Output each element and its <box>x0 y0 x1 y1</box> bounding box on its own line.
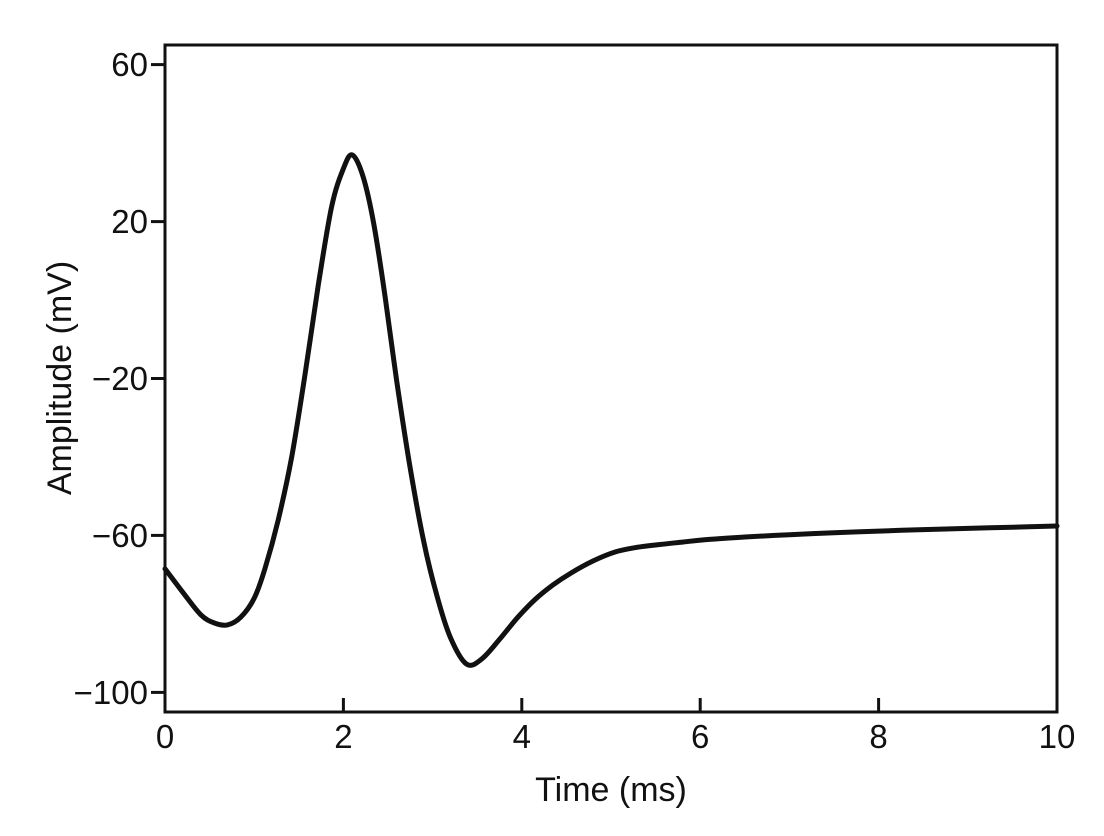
y-tick-label: −60 <box>92 517 148 554</box>
y-tick-label: −20 <box>92 360 148 397</box>
y-axis-ticks <box>151 63 165 694</box>
y-tick-label: 60 <box>111 46 148 83</box>
y-axis-title: Amplitude (mV) <box>41 261 79 495</box>
y-tick-label: −100 <box>74 674 148 711</box>
waveform-line <box>162 152 1060 668</box>
x-tick-label: 8 <box>869 718 887 755</box>
x-axis-ticks <box>163 698 1059 712</box>
y-tick-label: 20 <box>111 203 148 240</box>
x-tick-label: 2 <box>334 718 352 755</box>
x-axis-tick-labels: 0 2 4 6 8 10 <box>156 718 1076 755</box>
x-axis-title: Time (ms) <box>535 771 687 809</box>
x-tick-label: 0 <box>156 718 174 755</box>
y-axis-tick-labels: 60 20 −20 −60 −100 <box>74 46 148 711</box>
x-tick-label: 4 <box>513 718 531 755</box>
plot-frame <box>163 43 1059 714</box>
x-tick-label: 6 <box>691 718 709 755</box>
x-tick-label: 10 <box>1039 718 1076 755</box>
